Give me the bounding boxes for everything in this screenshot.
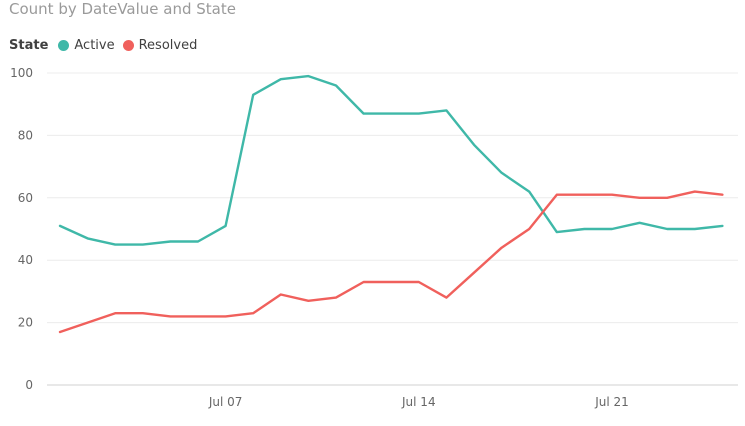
legend-item-resolved[interactable]: Resolved: [122, 37, 198, 53]
legend: State Active Resolved: [9, 35, 205, 55]
chart-title: Count by DateValue and State: [9, 0, 236, 18]
x-tick-label-jul-07: Jul 07: [208, 395, 243, 409]
y-tick-label-80: 80: [18, 128, 33, 142]
legend-marker-resolved: [122, 39, 134, 51]
x-tick-label-jul-14: Jul 14: [401, 395, 436, 409]
y-tick-label-20: 20: [18, 316, 33, 330]
y-tick-label-40: 40: [18, 253, 33, 267]
legend-item-active[interactable]: Active: [58, 37, 115, 53]
series-line-resolved: [58, 190, 724, 334]
y-tick-label-60: 60: [18, 191, 33, 205]
legend-marker-active: [58, 39, 70, 51]
legend-label-active: Active: [74, 37, 115, 53]
y-tick-label-0: 0: [25, 378, 33, 392]
x-tick-label-jul-21: Jul 21: [594, 395, 629, 409]
legend-label-resolved: Resolved: [138, 37, 198, 53]
series-line-active: [58, 74, 724, 246]
y-tick-label-100: 100: [10, 66, 33, 80]
legend-title: State: [9, 37, 49, 53]
